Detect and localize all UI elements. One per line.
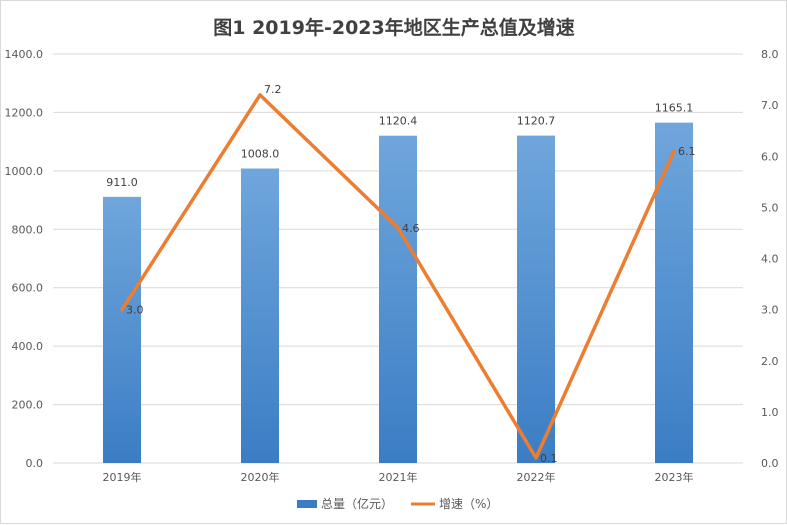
growth-value-label: 7.2 [264, 83, 282, 96]
bar-value-label: 1165.1 [655, 102, 694, 115]
category-tick-label: 2023年 [655, 470, 694, 484]
right-axis-tick-label: 3.0 [761, 304, 779, 317]
left-axis-tick-label: 600.0 [12, 282, 44, 295]
left-axis-tick-label: 400.0 [12, 340, 44, 353]
right-axis-tick-label: 2.0 [761, 355, 779, 368]
bar [103, 196, 141, 464]
legend: 总量（亿元） 增速（%） [297, 496, 498, 511]
growth-value-label: 0.1 [540, 452, 558, 465]
bar [517, 135, 555, 463]
growth-value-label: 4.6 [402, 222, 420, 235]
right-axis-tick-label: 7.0 [761, 99, 779, 112]
bars-layer: 911.0 1008.0 1120.4 1120.7 1165.1 [103, 102, 694, 464]
right-axis-tick-label: 5.0 [761, 201, 779, 214]
growth-point [672, 149, 676, 153]
left-axis-tick-label: 800.0 [12, 223, 44, 236]
bar [655, 122, 693, 463]
bar-value-label: 1120.4 [379, 115, 418, 128]
right-axis-tick-label: 1.0 [761, 406, 779, 419]
growth-point [396, 226, 400, 230]
left-axis-ticks: 0.0 200.0 400.0 600.0 800.0 1000.0 1200.0 1400.… [5, 48, 44, 470]
left-axis-tick-label: 1400.0 [5, 48, 44, 61]
line-layer: 3.0 7.2 4.6 0.1 6.1 [120, 83, 696, 465]
right-axis-ticks: 0.0 1.0 2.0 3.0 4.0 5.0 6.0 7.0 8.0 [761, 48, 779, 470]
left-axis-tick-label: 200.0 [12, 399, 44, 412]
category-tick-label: 2020年 [241, 470, 280, 484]
left-axis-tick-label: 1200.0 [5, 106, 44, 119]
right-axis-tick-label: 8.0 [761, 48, 779, 61]
right-axis-tick-label: 0.0 [761, 457, 779, 470]
left-axis-tick-label: 1000.0 [5, 165, 44, 178]
legend-line-label: 增速（%） [439, 497, 498, 511]
legend-bar-label: 总量（亿元） [321, 496, 393, 511]
category-tick-label: 2022年 [517, 470, 556, 484]
growth-point [534, 456, 538, 460]
bar-value-label: 1008.0 [241, 148, 280, 161]
right-axis-tick-label: 6.0 [761, 150, 779, 163]
bar [379, 135, 417, 463]
category-labels: 2019年 2020年 2021年 2022年 2023年 [103, 470, 694, 484]
chart-title: 图1 2019年-2023年地区生产总值及增速 [213, 16, 574, 39]
growth-point [120, 308, 124, 312]
left-axis-tick-label: 0.0 [26, 457, 44, 470]
growth-value-label: 3.0 [126, 304, 144, 317]
bar-value-label: 1120.7 [517, 115, 556, 128]
bar-value-label: 911.0 [106, 176, 138, 189]
right-axis-tick-label: 4.0 [761, 253, 779, 266]
growth-value-label: 6.1 [678, 145, 696, 158]
bar [241, 168, 279, 463]
legend-bar-swatch [297, 500, 317, 508]
category-tick-label: 2021年 [379, 470, 418, 484]
growth-point [258, 93, 262, 97]
category-tick-label: 2019年 [103, 470, 142, 484]
